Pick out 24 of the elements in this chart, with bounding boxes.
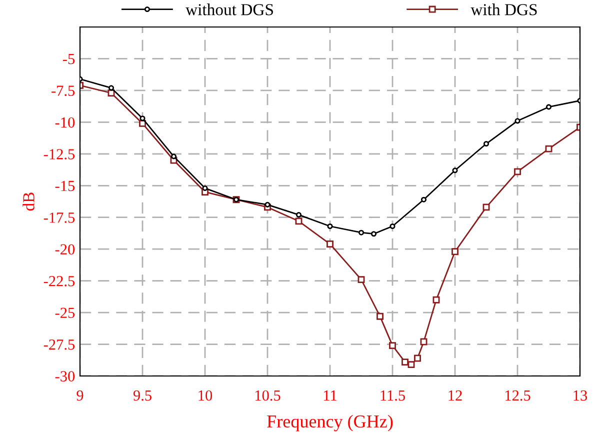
x-tick-label: 11 — [324, 390, 336, 400]
x-tick-label: 13 — [574, 390, 588, 401]
x-tick-label: 10.5 — [255, 390, 280, 401]
y-axis-title: dB — [22, 192, 34, 211]
x-tick-label: 12.5 — [505, 390, 530, 401]
x-tick-label: 10 — [198, 390, 212, 401]
y-tick-label: -17.5 — [44, 212, 75, 223]
y-tick-label: -15 — [55, 180, 75, 192]
y-tick-label: -5 — [62, 54, 75, 64]
y-tick-label: -22.5 — [44, 276, 75, 286]
y-tick-label: -25 — [55, 308, 75, 318]
y-tick-label: -10 — [55, 117, 75, 128]
legend-label: without DGS — [186, 4, 273, 16]
y-tick-label: -30 — [55, 371, 75, 382]
y-tick-label: -7.5 — [52, 86, 75, 96]
y-tick-label: -12.5 — [44, 149, 75, 160]
x-tick-label: 9.5 — [133, 390, 152, 401]
y-tick-label: -27.5 — [44, 339, 75, 350]
y-tick-label: -20 — [55, 244, 75, 255]
legend-label: with DGS — [470, 4, 537, 16]
x-tick-label: 11.5 — [380, 390, 405, 401]
x-tick-label: 12 — [448, 390, 462, 400]
x-tick-label: 9 — [76, 390, 84, 401]
x-axis-title: Frequency (GHz) — [267, 414, 393, 432]
